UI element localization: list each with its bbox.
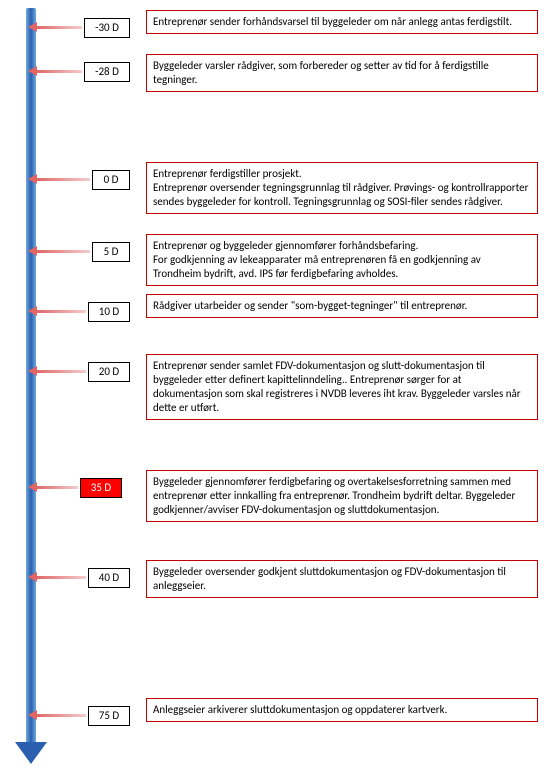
description-box: Byggeleder oversender godkjent sluttdoku… bbox=[146, 560, 538, 598]
description-box: Rådgiver utarbeider og sender "som-bygge… bbox=[146, 294, 538, 318]
day-badge: 35 D bbox=[80, 478, 122, 498]
connector-arrow-icon bbox=[36, 486, 78, 489]
day-badge: -30 D bbox=[84, 18, 130, 38]
description-box: Byggeleder gjennomfører ferdigbefaring o… bbox=[146, 470, 538, 522]
description-box: Entreprenør ferdigstiller prosjekt.Entre… bbox=[146, 162, 538, 214]
timeline-axis bbox=[26, 8, 36, 746]
description-box: Entreprenør og byggeleder gjennomfører f… bbox=[146, 234, 538, 286]
connector-arrow-icon bbox=[36, 576, 86, 579]
day-badge: -28 D bbox=[84, 62, 130, 82]
connector-arrow-icon bbox=[36, 310, 86, 313]
description-box: Entreprenør sender samlet FDV-dokumentas… bbox=[146, 354, 538, 420]
connector-arrow-icon bbox=[36, 26, 82, 29]
day-badge: 20 D bbox=[88, 362, 130, 382]
connector-arrow-icon bbox=[36, 70, 82, 73]
description-box: Byggeleder varsler rådgiver, som forbere… bbox=[146, 54, 538, 92]
connector-arrow-icon bbox=[36, 250, 90, 253]
day-badge: 40 D bbox=[88, 568, 130, 588]
day-badge: 75 D bbox=[88, 706, 130, 726]
description-box: Anleggseier arkiverer sluttdokumentasjon… bbox=[146, 698, 538, 722]
connector-arrow-icon bbox=[36, 370, 86, 373]
timeline-arrowhead-icon bbox=[15, 742, 47, 764]
description-box: Entreprenør sender forhåndsvarsel til by… bbox=[146, 10, 538, 34]
day-badge: 10 D bbox=[88, 302, 130, 322]
day-badge: 0 D bbox=[92, 170, 130, 190]
connector-arrow-icon bbox=[36, 178, 90, 181]
day-badge: 5 D bbox=[92, 242, 130, 262]
connector-arrow-icon bbox=[36, 714, 86, 717]
